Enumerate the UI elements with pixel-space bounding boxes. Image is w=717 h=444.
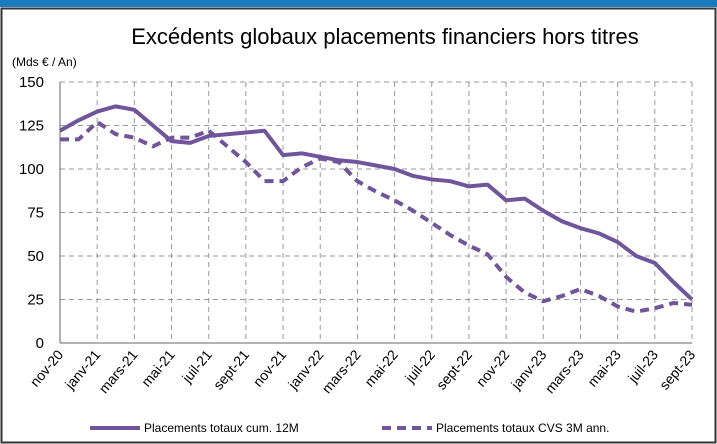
x-tick-label: sept-23 <box>656 346 698 392</box>
x-tick-label: mars-21 <box>95 346 140 396</box>
x-tick-label: nov-21 <box>250 346 290 389</box>
y-tick-label: 25 <box>27 292 44 309</box>
x-tick-label: mai-23 <box>584 346 624 389</box>
frame <box>0 7 717 444</box>
x-tick-label: juil-23 <box>624 346 661 386</box>
x-tick-label: nov-20 <box>27 346 67 389</box>
y-tick-label: 125 <box>19 118 44 135</box>
y-tick-label: 0 <box>36 335 44 352</box>
y-tick-label: 150 <box>19 74 44 91</box>
y-tick-label: 75 <box>27 205 44 222</box>
top-bar <box>0 0 717 7</box>
series-line <box>60 120 693 314</box>
chart-title: Excédents globaux placements financiers … <box>131 24 638 49</box>
legend-label: Placements totaux CVS 3M ann. <box>436 421 609 435</box>
x-tick-label: sept-22 <box>433 346 475 392</box>
x-tick-label: mars-22 <box>318 346 363 396</box>
x-tick-label: juil-22 <box>401 346 438 386</box>
series-line <box>59 104 694 301</box>
x-tick-label: juil-21 <box>178 346 215 386</box>
y-tick-label: 50 <box>27 248 44 265</box>
y-axis-label: (Mds € / An) <box>12 55 77 69</box>
y-tick-label: 100 <box>19 161 44 178</box>
x-tick-label: mai-21 <box>138 346 178 389</box>
x-tick-label: mars-23 <box>541 346 586 396</box>
legend-label: Placements totaux cum. 12M <box>144 421 299 435</box>
x-tick-label: mai-22 <box>361 346 401 389</box>
x-tick-label: nov-22 <box>473 346 513 389</box>
x-tick-label: sept-21 <box>210 346 252 392</box>
